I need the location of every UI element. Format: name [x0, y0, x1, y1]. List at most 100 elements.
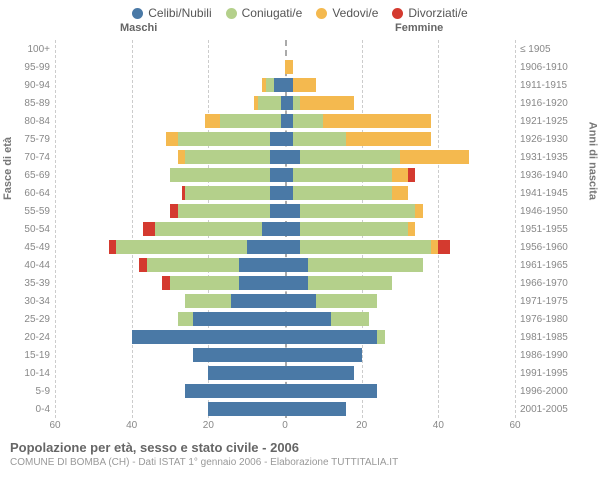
- bar-segment: [285, 168, 293, 182]
- bar-segment: [193, 312, 285, 326]
- female-bar: [285, 330, 385, 344]
- male-bar: [208, 366, 285, 380]
- bar-segment: [231, 294, 285, 308]
- bar-segment: [300, 150, 400, 164]
- legend-item: Vedovi/e: [316, 6, 378, 20]
- bar-segment: [308, 276, 392, 290]
- female-header: Femmine: [395, 22, 443, 34]
- age-row: 20-241981-1985: [55, 328, 515, 346]
- bar-segment: [258, 96, 281, 110]
- age-label: 75-79: [10, 134, 50, 145]
- bar-segment: [185, 150, 269, 164]
- legend-swatch: [316, 8, 327, 19]
- bar-segment: [270, 132, 285, 146]
- gender-header: Maschi Femmine: [0, 22, 600, 38]
- bar-segment: [266, 78, 274, 92]
- male-bar: [205, 114, 285, 128]
- birth-year-label: 1946-1950: [520, 206, 600, 217]
- legend-swatch: [132, 8, 143, 19]
- chart-subtitle: COMUNE DI BOMBA (CH) - Dati ISTAT 1° gen…: [10, 457, 590, 468]
- bar-segment: [270, 168, 285, 182]
- bar-segment: [285, 150, 300, 164]
- female-bar: [285, 204, 423, 218]
- legend-swatch: [226, 8, 237, 19]
- age-row: 15-191986-1990: [55, 346, 515, 364]
- age-row: 30-341971-1975: [55, 292, 515, 310]
- bar-segment: [285, 348, 362, 362]
- age-row: 100+≤ 1905: [55, 40, 515, 58]
- bar-segment: [285, 114, 293, 128]
- male-bar: [166, 132, 285, 146]
- bar-segment: [170, 276, 239, 290]
- age-label: 25-29: [10, 314, 50, 325]
- legend-label: Celibi/Nubili: [148, 6, 211, 20]
- female-bar: [285, 294, 377, 308]
- birth-year-label: 1986-1990: [520, 350, 600, 361]
- bar-segment: [193, 348, 285, 362]
- bar-segment: [208, 366, 285, 380]
- bar-segment: [316, 294, 377, 308]
- age-label: 95-99: [10, 62, 50, 73]
- x-tick: 60: [49, 420, 60, 431]
- chart-legend: Celibi/Nubili Coniugati/e Vedovi/e Divorzia…: [0, 0, 600, 22]
- bar-segment: [285, 330, 377, 344]
- bar-segment: [431, 240, 439, 254]
- bar-segment: [162, 276, 170, 290]
- age-row: 55-591946-1950: [55, 202, 515, 220]
- x-tick: 40: [126, 420, 137, 431]
- birth-year-label: 1981-1985: [520, 332, 600, 343]
- legend-swatch: [392, 8, 403, 19]
- age-row: 65-691936-1940: [55, 166, 515, 184]
- bar-segment: [293, 78, 316, 92]
- age-label: 40-44: [10, 260, 50, 271]
- chart-footer: Popolazione per età, sesso e stato civil…: [0, 436, 600, 468]
- age-label: 45-49: [10, 242, 50, 253]
- x-tick: 40: [433, 420, 444, 431]
- male-bar: [109, 240, 285, 254]
- birth-year-label: 1906-1910: [520, 62, 600, 73]
- bar-segment: [300, 240, 430, 254]
- age-row: 60-641941-1945: [55, 184, 515, 202]
- female-bar: [285, 258, 423, 272]
- bar-segment: [408, 168, 416, 182]
- bar-segment: [170, 168, 270, 182]
- female-bar: [285, 240, 450, 254]
- legend-item: Divorziati/e: [392, 6, 467, 20]
- bar-segment: [285, 312, 331, 326]
- birth-year-label: 1966-1970: [520, 278, 600, 289]
- bar-segment: [285, 366, 354, 380]
- legend-item: Coniugati/e: [226, 6, 303, 20]
- bar-segment: [285, 186, 293, 200]
- male-bar: [143, 222, 285, 236]
- female-bar: [285, 348, 362, 362]
- bar-segment: [285, 258, 308, 272]
- birth-year-label: 1996-2000: [520, 386, 600, 397]
- bar-segment: [270, 204, 285, 218]
- age-row: 25-291976-1980: [55, 310, 515, 328]
- bar-segment: [285, 222, 300, 236]
- x-axis: 6040200204060: [55, 418, 515, 436]
- legend-label: Divorziati/e: [408, 6, 467, 20]
- male-header: Maschi: [120, 22, 157, 34]
- legend-label: Coniugati/e: [242, 6, 303, 20]
- age-row: 50-541951-1955: [55, 220, 515, 238]
- bar-segment: [220, 114, 281, 128]
- age-row: 40-441961-1965: [55, 256, 515, 274]
- bar-segment: [178, 312, 193, 326]
- age-label: 10-14: [10, 368, 50, 379]
- bar-segment: [285, 402, 346, 416]
- bar-segment: [300, 96, 354, 110]
- birth-year-label: ≤ 1905: [520, 44, 600, 55]
- bar-segment: [285, 60, 293, 74]
- age-label: 100+: [10, 44, 50, 55]
- bar-segment: [392, 168, 407, 182]
- bar-segment: [274, 78, 286, 92]
- chart-bars: 100+≤ 190595-991906-191090-941911-191585…: [55, 40, 515, 418]
- bar-segment: [116, 240, 246, 254]
- bar-segment: [132, 330, 285, 344]
- bar-segment: [270, 150, 285, 164]
- male-bar: [139, 258, 285, 272]
- bar-segment: [293, 186, 393, 200]
- age-row: 45-491956-1960: [55, 238, 515, 256]
- age-label: 80-84: [10, 116, 50, 127]
